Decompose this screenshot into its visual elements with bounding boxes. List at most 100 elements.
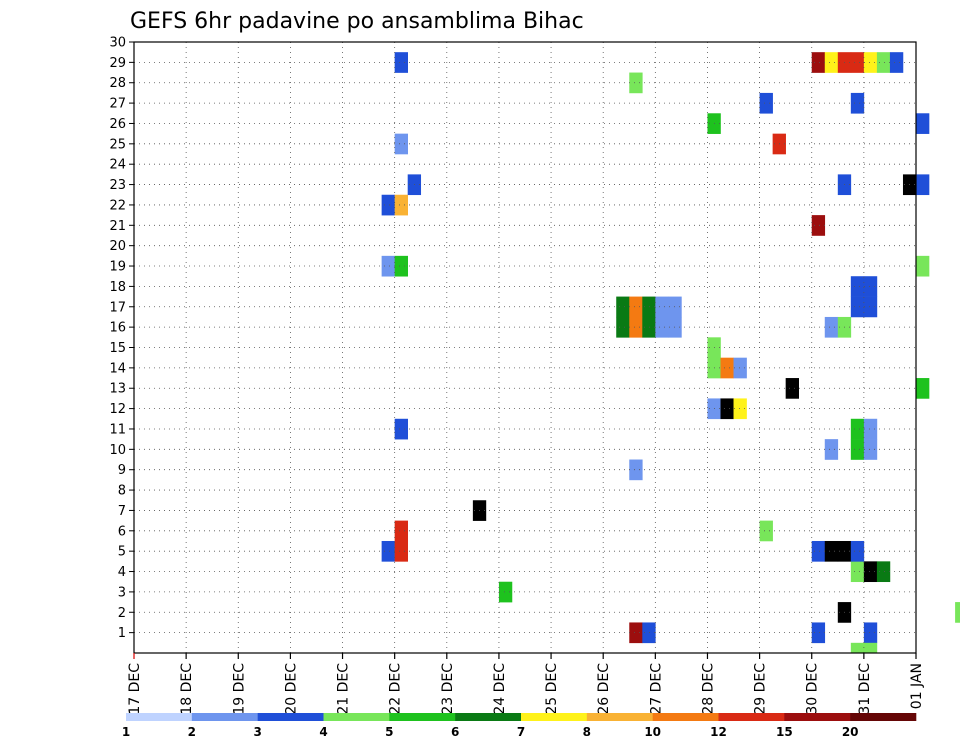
x-tick-label: 17 DEC: [127, 663, 143, 715]
y-tick-label: 10: [109, 443, 126, 458]
cell-m29-t55: [850, 52, 865, 73]
cell-edge-t56: [863, 642, 878, 653]
cell-m16-t40: [655, 316, 669, 338]
colorbar-swatch: [521, 713, 588, 721]
y-tick-label: 20: [109, 239, 126, 254]
cell-m19-t20: [394, 255, 408, 277]
cell-m17-t40: [655, 296, 669, 318]
x-tick-label: 20 DEC: [283, 663, 299, 715]
cell-m16-t39: [642, 316, 656, 338]
cell-m16-t38: [629, 316, 643, 338]
cell-m26-t60: [916, 113, 930, 134]
y-tick-label: 11: [109, 422, 126, 437]
cell-m13-t50: [785, 378, 799, 399]
cell-m1-t52: [811, 622, 826, 644]
cell-m5-t52: [811, 540, 826, 562]
cell-m17-t55: [850, 296, 865, 318]
y-tick-label: 23: [109, 178, 126, 193]
cell-m5-t19: [381, 540, 395, 562]
y-tick-label: 2: [118, 606, 126, 621]
cell-m27-t55: [850, 92, 865, 114]
cell-m10-t56: [863, 439, 878, 460]
cell-m5-t55: [850, 540, 865, 562]
colorbar-tick-label: 10: [644, 725, 661, 739]
colorbar-swatch: [718, 713, 785, 721]
cell-m17-t56: [863, 296, 878, 318]
cell-m22-t19: [381, 194, 395, 216]
cell-m12-t45: [720, 398, 734, 420]
cell-m21-t52: [811, 215, 826, 236]
cell-m11-t56: [863, 418, 878, 440]
y-tick-label: 5: [118, 545, 126, 560]
colorbar-tick-label: 6: [451, 725, 459, 739]
colorbar-tick-label: 20: [842, 725, 859, 739]
cell-m29-t20: [394, 52, 408, 73]
cell-m1-t38: [629, 622, 643, 644]
cell-m28-t38: [629, 72, 643, 94]
x-tick-label: 31 DEC: [857, 663, 873, 715]
colorbar-tick-label: 7: [517, 725, 525, 739]
y-tick-label: 19: [109, 260, 126, 275]
y-tick-label: 15: [109, 341, 126, 356]
cells-layer: [381, 52, 960, 653]
cell-m18-t55: [850, 276, 865, 297]
y-axis: 1234567891011121314151617181920212223242…: [109, 36, 134, 641]
y-tick-label: 18: [109, 280, 126, 295]
x-tick-label: 19 DEC: [231, 663, 247, 715]
x-tick-label: 27 DEC: [648, 663, 664, 715]
cell-m17-t39: [642, 296, 656, 318]
colorbar-tick-label: 4: [319, 725, 327, 739]
cell-edge-t55: [850, 642, 865, 653]
y-tick-label: 24: [109, 158, 126, 173]
x-tick-label: 29 DEC: [753, 663, 769, 715]
x-tick-label: 18 DEC: [179, 663, 195, 715]
colorbar-tick-label: 12: [710, 725, 727, 739]
cell-m6-t20: [394, 520, 408, 542]
cell-m23-t60: [916, 174, 930, 196]
cell-m11-t55: [850, 418, 865, 440]
cell-m9-t38: [629, 459, 643, 481]
chart-title: GEFS 6hr padavine po ansamblima Bihac: [130, 9, 584, 34]
colorbar-swatch: [586, 713, 653, 721]
cell-m29-t56: [863, 52, 878, 73]
cell-m1-t56: [863, 622, 878, 644]
x-tick-label: 28 DEC: [700, 663, 716, 715]
colorbar-swatch: [257, 713, 324, 721]
cell-m16-t41: [668, 316, 682, 338]
cell-m14-t45: [720, 357, 734, 379]
cell-m4-t55: [850, 561, 865, 583]
cell-m1-t39: [642, 622, 656, 644]
y-tick-label: 12: [109, 402, 126, 417]
colorbar-tick-label: 2: [188, 725, 196, 739]
y-tick-label: 26: [109, 117, 126, 132]
grid-layer: [134, 42, 916, 653]
x-tick-label: 21 DEC: [336, 663, 352, 715]
colorbar-tick-label: 15: [776, 725, 793, 739]
x-tick-label: 24 DEC: [492, 663, 508, 715]
colorbar-swatch: [389, 713, 456, 721]
x-tick-label: 22 DEC: [388, 663, 404, 715]
colorbar-swatch: [455, 713, 522, 721]
y-tick-label: 17: [109, 300, 126, 315]
cell-m16-t53: [824, 316, 839, 338]
y-tick-label: 28: [109, 76, 126, 91]
cell-m5-t53: [824, 540, 839, 562]
x-tick-label: 30 DEC: [805, 663, 821, 715]
y-tick-label: 3: [118, 585, 126, 600]
cell-m19-t60: [916, 255, 930, 277]
colorbar-swatch: [191, 713, 258, 721]
cell-m17-t37: [616, 296, 630, 318]
cell-m10-t55: [850, 439, 865, 460]
cell-m4-t56: [863, 561, 878, 583]
cell-m17-t41: [668, 296, 682, 318]
cell-m2-t63: [955, 602, 960, 623]
cell-m10-t53: [824, 439, 839, 460]
cell-m22-t20: [394, 194, 408, 216]
y-tick-label: 7: [118, 504, 126, 519]
colorbar-tick-label: 3: [253, 725, 261, 739]
cell-m29-t52: [811, 52, 826, 73]
cell-m25-t20: [394, 133, 408, 155]
y-tick-label: 21: [109, 219, 126, 234]
y-tick-label: 1: [118, 626, 126, 641]
cell-m29-t53: [824, 52, 839, 73]
